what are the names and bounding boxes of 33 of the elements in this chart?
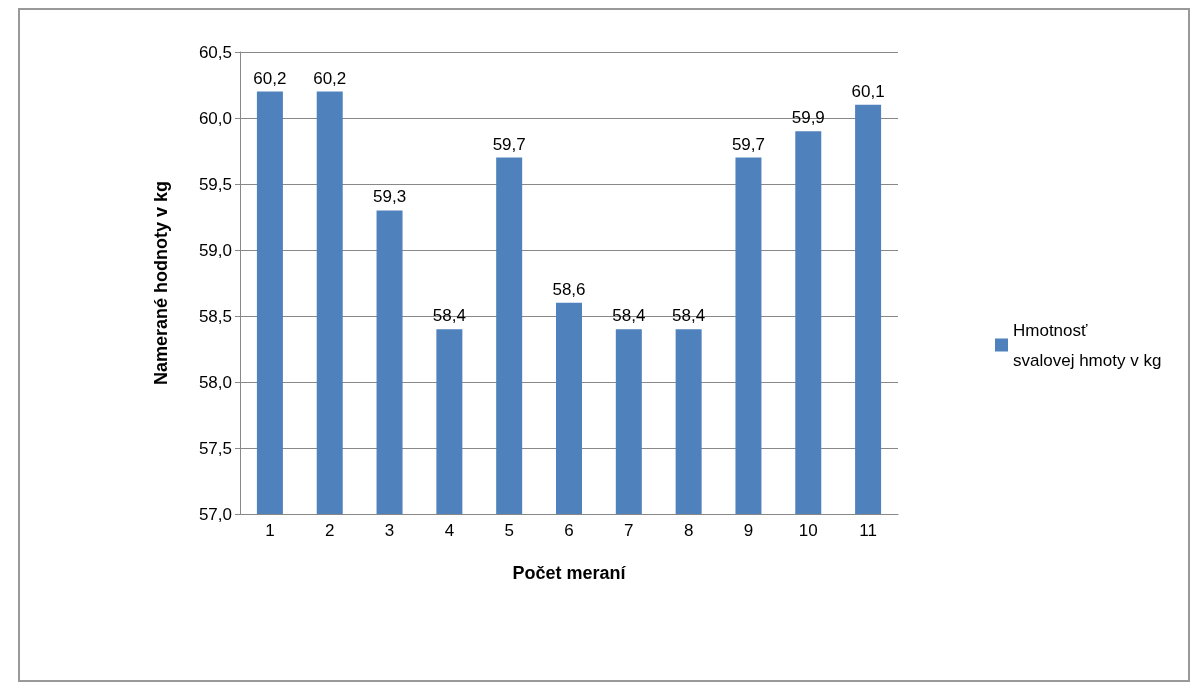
- data-label: 59,7: [492, 134, 526, 154]
- x-tick-label: 9: [743, 521, 754, 540]
- data-label: 58,4: [432, 306, 466, 326]
- y-tick-label: 59,0: [198, 240, 232, 260]
- x-tick-label: 2: [324, 521, 335, 540]
- x-tick-label: 5: [504, 521, 514, 540]
- y-tick-label: 59,5: [198, 174, 232, 194]
- x-tick-label: 7: [624, 521, 634, 540]
- data-label: 60,1: [851, 81, 885, 101]
- x-tick-label: 6: [564, 521, 574, 540]
- x-tick-label: 10: [798, 521, 818, 540]
- data-label: 58,4: [672, 306, 706, 326]
- y-tick-label: 58,0: [198, 372, 232, 392]
- data-label: 58,6: [552, 279, 586, 299]
- x-axis-title: Počet meraní: [512, 563, 627, 583]
- y-tick-label: 57,0: [198, 504, 232, 524]
- x-tick-label: 11: [859, 521, 877, 540]
- y-tick-label: 58,5: [198, 306, 232, 326]
- y-axis-title: Namerané hodnoty v kg: [151, 180, 171, 386]
- x-tick-label: 3: [384, 521, 395, 540]
- data-label: 59,9: [791, 108, 825, 128]
- x-tick-label: 4: [444, 521, 455, 540]
- y-tick-label: 60,5: [198, 42, 232, 62]
- data-label: 60,2: [313, 68, 347, 88]
- data-label: 58,4: [612, 306, 646, 326]
- y-tick-label: 60,0: [198, 108, 232, 128]
- data-label: 60,2: [253, 68, 287, 88]
- data-label: 59,7: [731, 134, 765, 154]
- x-tick-label: 8: [683, 521, 694, 540]
- x-tick-label: 1: [265, 521, 275, 540]
- data-label: 59,3: [373, 187, 407, 207]
- legend-label: Hmotnosť svalovej hmoty v kg: [1013, 320, 1162, 370]
- y-tick-label: 57,5: [198, 438, 232, 458]
